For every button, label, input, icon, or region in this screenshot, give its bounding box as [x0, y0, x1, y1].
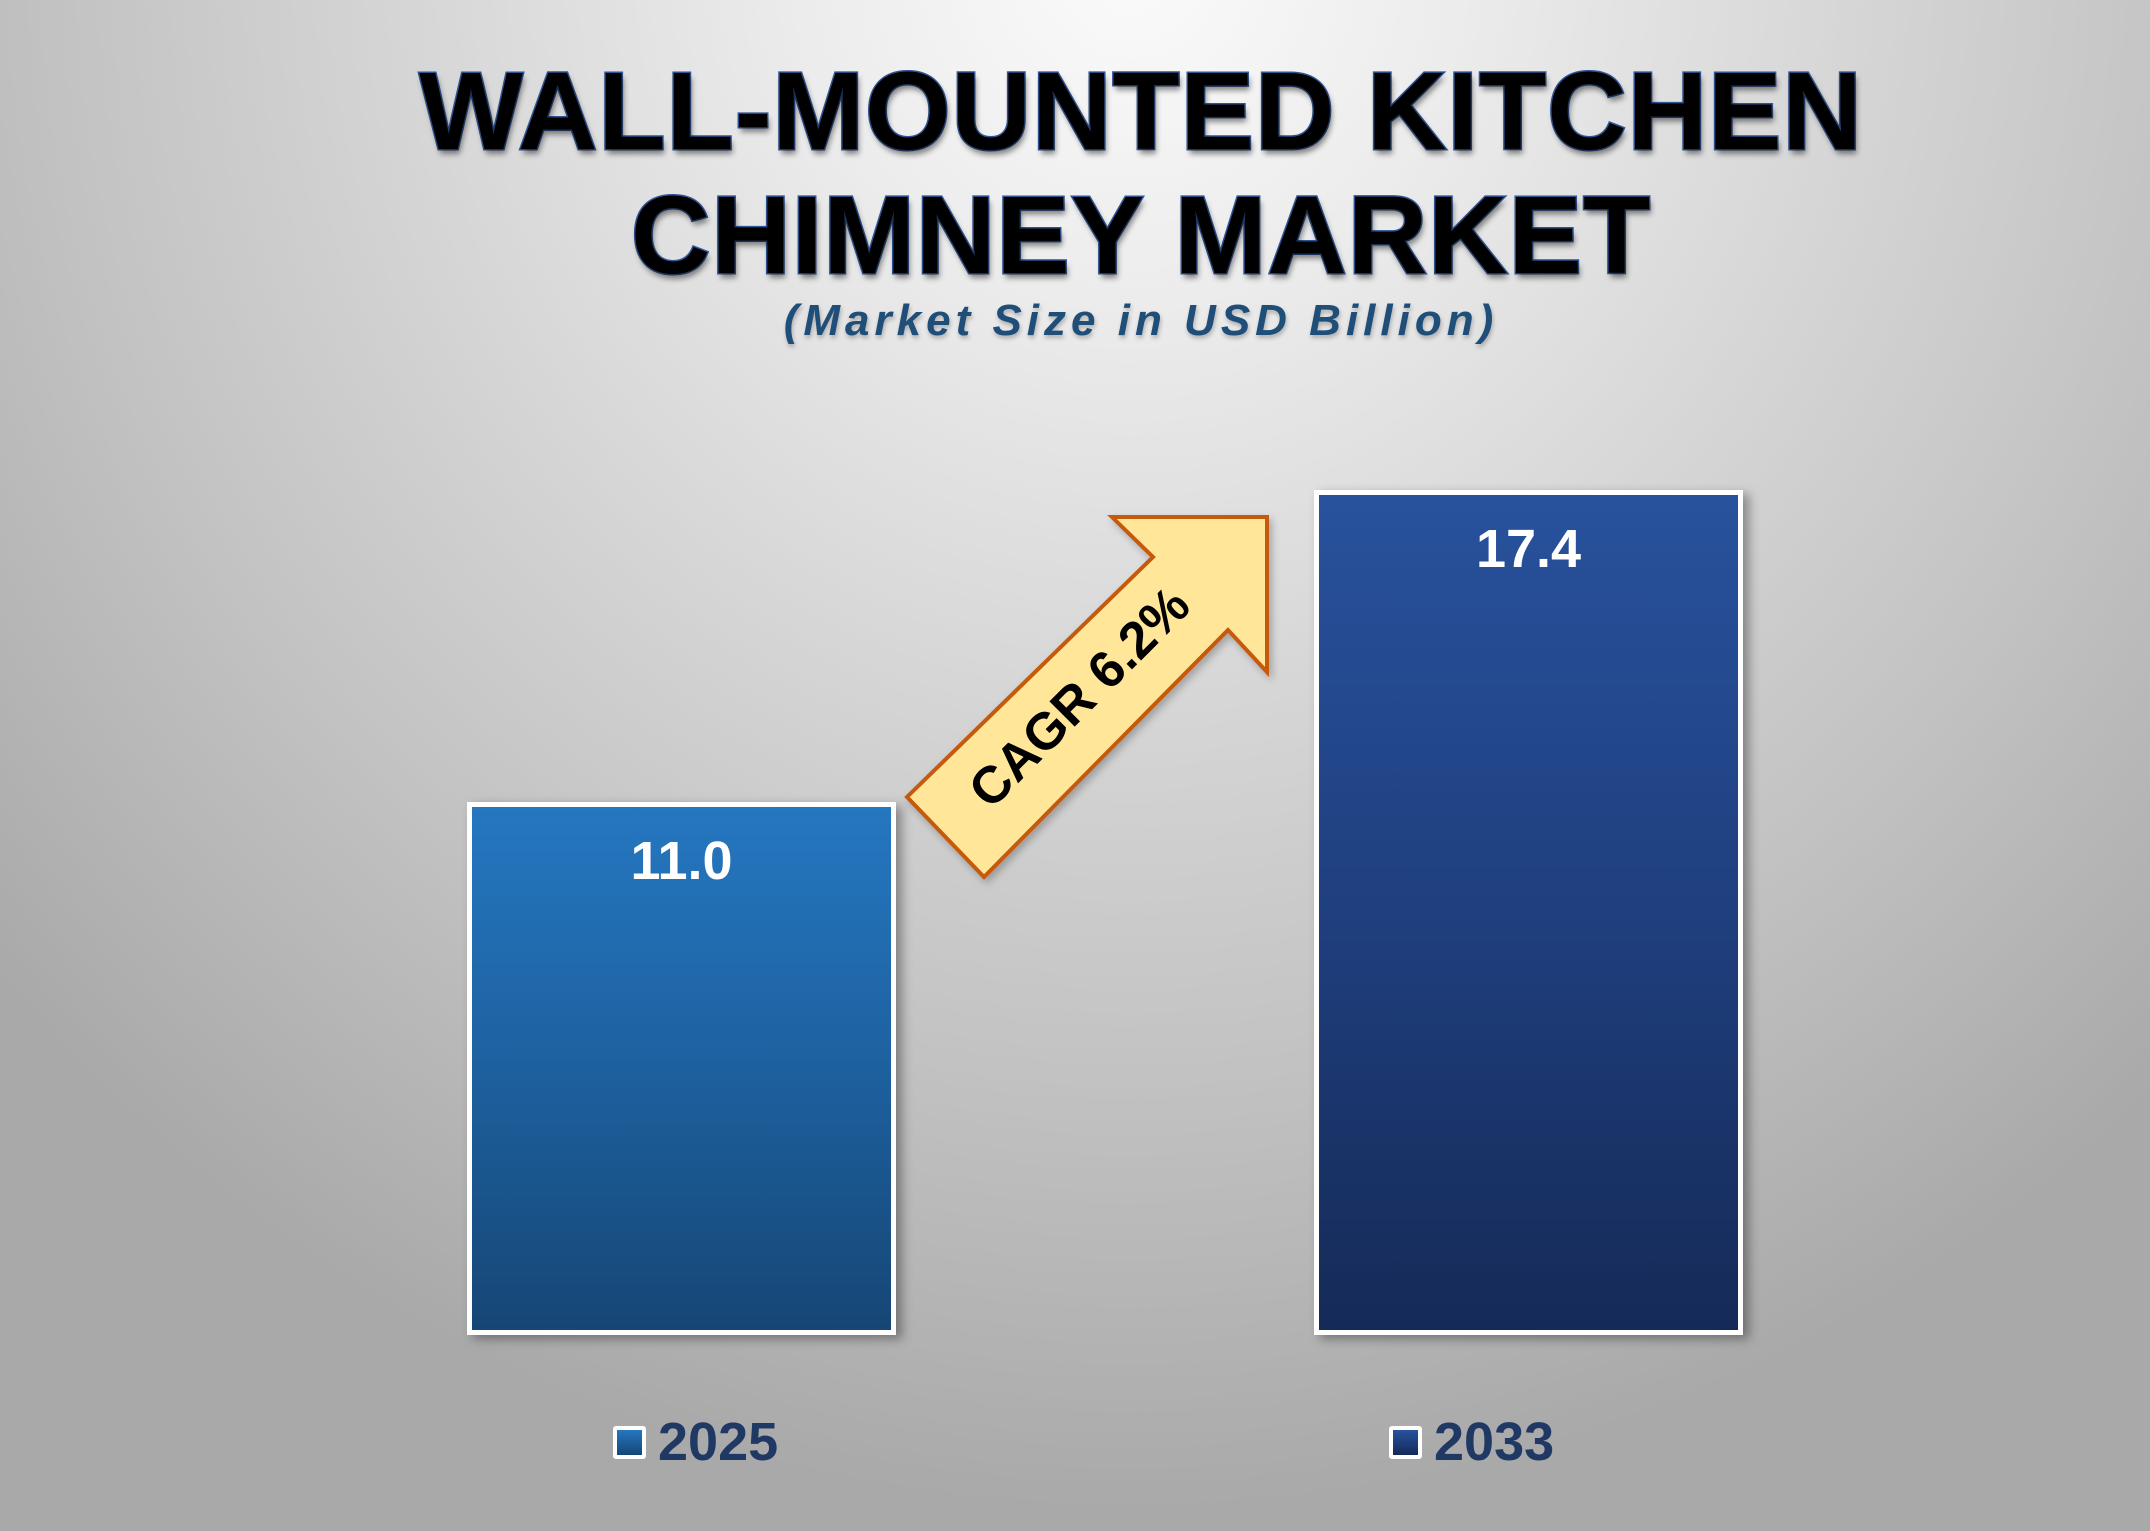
bar-2025: 11.0 — [467, 802, 896, 1335]
chart-title: WALL-MOUNTED KITCHEN CHIMNEY MARKET — [0, 49, 2150, 299]
bar-2033: 17.4 — [1314, 490, 1743, 1335]
arrow-up-right-icon — [904, 515, 1269, 880]
bar-value-label-2033: 17.4 — [1475, 519, 1582, 579]
bar-value-label-2025: 11.0 — [630, 831, 733, 891]
chart-subtitle: (Market Size in USD Billion) — [783, 296, 1499, 345]
chart-title-line-1: WALL-MOUNTED KITCHEN — [418, 49, 1864, 175]
legend-item-2033: 2033 — [1389, 1412, 1555, 1472]
legend-item-2025: 2025 — [613, 1412, 779, 1472]
chart-title-line-2: CHIMNEY MARKET — [629, 173, 1652, 299]
legend-label-2025: 2025 — [658, 1412, 779, 1472]
legend-label-2033: 2033 — [1434, 1412, 1555, 1472]
legend-marker-square-icon — [1389, 1425, 1422, 1459]
legend-marker-square-icon — [613, 1425, 646, 1459]
